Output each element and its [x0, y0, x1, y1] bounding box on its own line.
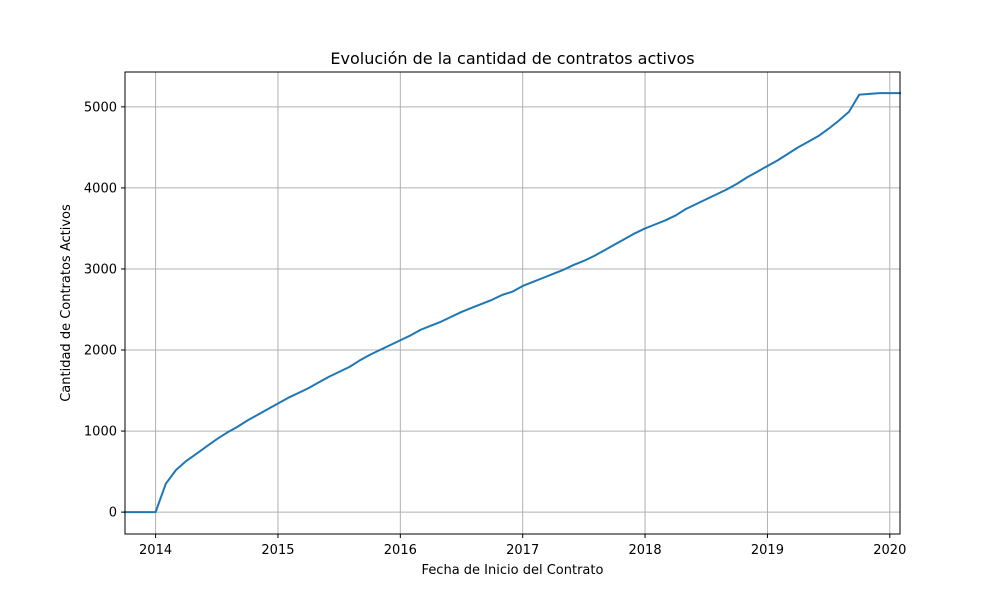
- y-tick-label: 5000: [84, 100, 117, 115]
- x-tick-label: 2016: [384, 543, 417, 558]
- x-tick-label: 2014: [139, 543, 172, 558]
- axis-ticks: 2014 2015 2016 2017 2018 2019 2020 0 1000 2000 300…: [84, 100, 906, 558]
- x-tick-label: 2019: [751, 543, 784, 558]
- y-axis-title: Cantidad de Contratos Activos: [59, 204, 74, 402]
- x-tick-label: 2018: [629, 543, 662, 558]
- y-tick-label: 3000: [84, 262, 117, 277]
- chart-title: Evolución de la cantidad de contratos ac…: [330, 49, 694, 68]
- series-layer: [124, 92, 901, 514]
- plot-frame: [124, 71, 901, 535]
- x-axis-title: Fecha de Inicio del Contrato: [422, 563, 604, 578]
- y-tick-label: 2000: [84, 344, 117, 359]
- x-tick-label: 2015: [261, 543, 294, 558]
- grid-lines: [125, 72, 900, 534]
- y-tick-label: 0: [109, 506, 117, 521]
- y-tick-label: 1000: [84, 425, 117, 440]
- x-tick-label: 2017: [506, 543, 539, 558]
- y-tick-label: 4000: [84, 181, 117, 196]
- series-line: [124, 92, 901, 514]
- x-tick-label: 2020: [873, 543, 906, 558]
